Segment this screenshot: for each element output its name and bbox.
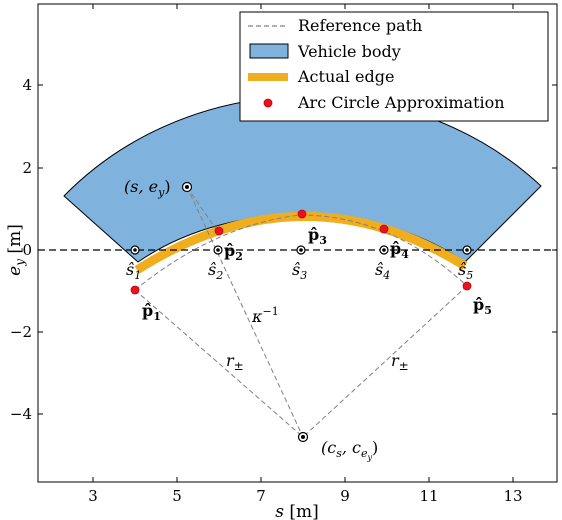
svg-text:ŝ4: ŝ4 [375,260,390,282]
legend-label-reference: Reference path [298,16,422,35]
s-hat-labels: ŝ1 ŝ2 ŝ3 ŝ4 ŝ5 [126,260,473,282]
construction-lines [134,186,468,438]
tick-marks [38,4,557,482]
y-tick-label: −2 [10,323,32,341]
x-tick-label: 7 [256,487,266,505]
x-axis-label: s [m] [275,502,319,520]
x-tick-label: 5 [172,487,182,505]
legend-box [239,11,549,122]
svg-text:p̂3: p̂3 [308,225,327,247]
y-tick-label: 0 [22,241,32,259]
svg-text:ŝ3: ŝ3 [292,260,307,282]
svg-text:p̂1: p̂1 [142,301,161,323]
p-hat-labels: p̂1 p̂2 p̂3 p̂4 p̂5 [142,225,492,323]
center-label: (cs, cey) [321,438,378,462]
svg-text:ŝ5: ŝ5 [458,260,473,282]
legend-label-vehicle: Vehicle body [297,42,401,61]
y-axis-label: ey [m] [5,224,27,276]
kappa-label: κ−1 [251,305,279,326]
legend-swatch-vehicle [249,43,289,59]
arc-approximation-points [130,209,472,295]
x-tick-label: 11 [419,487,438,505]
point-label-s-ey: (s, ey) [124,177,171,199]
x-tick-label: 9 [340,487,350,505]
legend-label-arc: Arc Circle Approximation [297,93,505,112]
r-pm-label-left: r± [226,351,244,373]
y-tick-label: 4 [22,76,32,94]
arc-point-p1 [130,285,140,295]
arc-point-p3 [297,209,307,219]
arc-point-p5 [462,281,472,291]
plot-frame [37,3,558,483]
svg-text:ŝ2: ŝ2 [208,260,223,282]
x-tick-label: 13 [503,487,522,505]
y-tick-label: −4 [10,405,32,423]
x-tick-label: 3 [88,487,98,505]
svg-text:ŝ1: ŝ1 [126,260,141,282]
legend: Reference path Vehicle body Actual edge … [239,11,549,122]
arc-point-p2 [214,226,224,236]
svg-text:p̂2: p̂2 [224,241,243,263]
legend-label-edge: Actual edge [297,67,394,86]
svg-text:p̂4: p̂4 [390,239,409,261]
svg-text:p̂5: p̂5 [473,295,492,317]
reference-sample-points [130,181,472,443]
arc-point-p4 [379,224,389,234]
legend-swatch-arc [263,98,273,108]
r-pm-label-right: r± [391,351,409,373]
y-tick-label: 2 [22,159,32,177]
